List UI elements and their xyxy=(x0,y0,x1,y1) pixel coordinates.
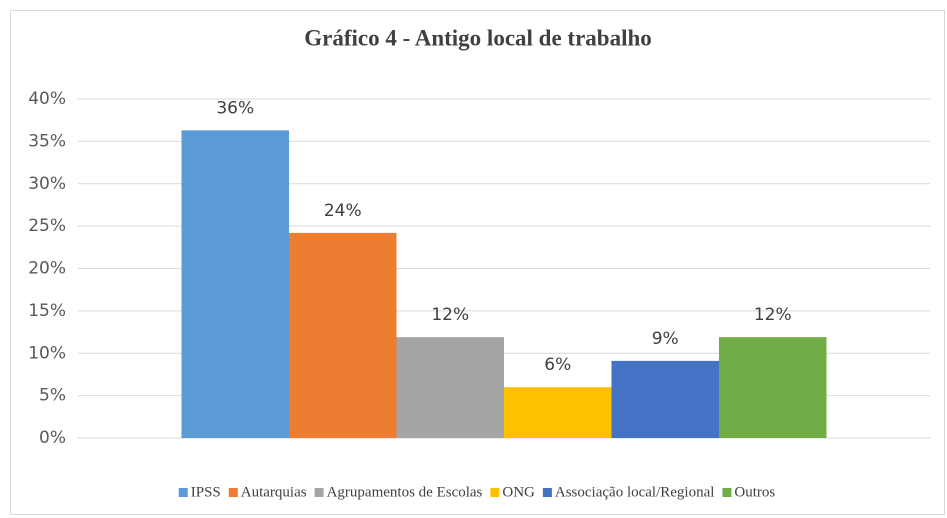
y-tick-label: 5% xyxy=(39,386,66,406)
chart-title: Gráfico 4 - Antigo local de trabalho xyxy=(304,25,652,50)
legend-swatch xyxy=(542,488,552,497)
legend-label: Autarquias xyxy=(241,484,307,500)
legend-label: IPSS xyxy=(191,484,221,500)
bar xyxy=(718,337,827,438)
legend-swatch xyxy=(228,488,238,497)
legend-swatch xyxy=(722,488,732,497)
bar xyxy=(396,337,504,438)
y-tick-label: 35% xyxy=(28,131,66,151)
y-tick-label: 25% xyxy=(28,216,66,236)
legend-swatch xyxy=(490,488,500,497)
y-tick-label: 20% xyxy=(28,259,66,279)
legend-swatch xyxy=(314,488,324,497)
data-label: 12% xyxy=(431,305,469,325)
data-label: 6% xyxy=(544,355,571,375)
data-label: 24% xyxy=(324,201,362,221)
y-tick-label: 10% xyxy=(28,343,66,363)
data-label: 12% xyxy=(754,305,792,325)
legend-label: Associação local/Regional xyxy=(555,484,715,500)
bar xyxy=(289,232,397,438)
bar xyxy=(181,130,290,439)
legend-swatch xyxy=(178,488,188,497)
bar xyxy=(611,360,719,438)
chart-border xyxy=(10,10,945,515)
y-tick-label: 30% xyxy=(28,174,66,194)
data-label: 36% xyxy=(216,98,254,118)
legend-label: Outros xyxy=(734,484,775,500)
legend-label: Agrupamentos de Escolas xyxy=(327,484,483,500)
y-tick-label: 0% xyxy=(39,428,66,448)
y-tick-label: 40% xyxy=(28,89,66,109)
bar xyxy=(504,387,612,438)
y-tick-label: 15% xyxy=(28,301,66,321)
legend-label: ONG xyxy=(502,484,535,500)
data-label: 9% xyxy=(652,329,679,349)
